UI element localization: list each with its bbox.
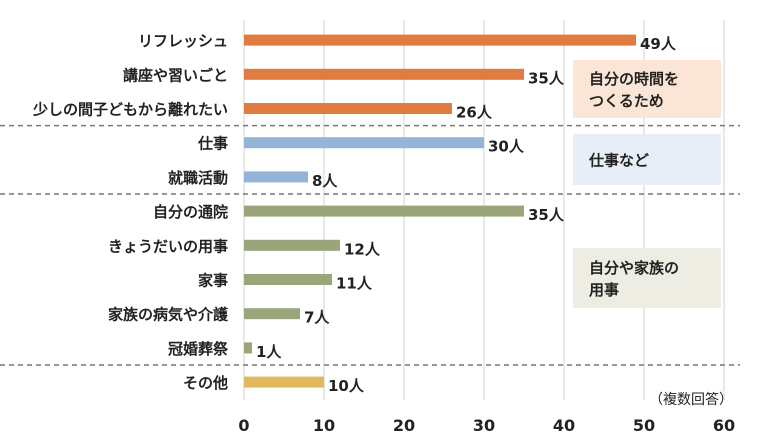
bar (244, 376, 324, 388)
bar (244, 239, 340, 251)
category-label: 就職活動 (168, 169, 228, 187)
bar (244, 103, 452, 114)
x-tick-label: 60 (713, 416, 735, 435)
category-label: 自分の通院 (153, 203, 228, 221)
group-label: 自分や家族の (589, 259, 679, 277)
category-label: 家族の病気や介護 (108, 306, 229, 324)
group-separators (0, 124, 740, 366)
value-label: 7人 (304, 309, 330, 327)
category-label: 少しの間子どもから離れたい (32, 101, 228, 119)
value-label: 1人 (256, 343, 282, 361)
bars (244, 34, 636, 388)
category-labels: リフレッシュ講座や習いごと少しの間子どもから離れたい仕事就職活動自分の通院きょう… (32, 32, 229, 392)
category-label: 家事 (198, 272, 228, 290)
group-box (573, 248, 721, 308)
category-label: きょうだいの用事 (108, 237, 228, 255)
x-tick-label: 10 (313, 416, 335, 435)
value-label: 8人 (312, 172, 338, 190)
value-label: 35人 (528, 206, 565, 224)
category-label: リフレッシュ (138, 32, 228, 50)
value-label: 26人 (456, 104, 493, 122)
group-label: つくるため (589, 92, 664, 110)
x-tick-labels: 0 10 20 30 40 50 60 (238, 416, 735, 435)
bar (244, 68, 524, 80)
value-labels: 49人 35人 26人 30人 8人 35人 12人 11人 7人 1人 10人 (256, 35, 677, 395)
x-tick-label: 0 (238, 416, 249, 435)
bar (244, 34, 636, 46)
category-label: 講座や習いごと (123, 66, 228, 84)
x-tick-label: 20 (393, 416, 415, 435)
value-label: 30人 (488, 138, 525, 156)
value-label: 49人 (640, 35, 677, 53)
group-label: 用事 (589, 281, 619, 299)
category-label: 仕事 (197, 135, 228, 153)
bar (244, 137, 484, 149)
value-label: 35人 (528, 69, 565, 87)
bar (244, 274, 332, 285)
x-tick-label: 40 (553, 416, 575, 435)
group-box (573, 60, 721, 118)
bar (244, 308, 300, 320)
group-box (573, 134, 721, 185)
x-tick-label: 30 (473, 416, 495, 435)
note-label: （複数回答） (649, 391, 733, 408)
category-label: 冠婚葬祭 (168, 340, 229, 358)
group-label: 仕事など (588, 152, 649, 170)
bar (244, 171, 308, 183)
value-label: 11人 (336, 275, 373, 293)
category-label: その他 (183, 374, 228, 392)
value-label: 10人 (328, 377, 365, 395)
value-label: 12人 (344, 240, 381, 258)
bar (244, 205, 524, 217)
x-tick-label: 50 (633, 416, 655, 435)
bar (244, 342, 252, 354)
group-label: 自分の時間を (589, 70, 679, 88)
